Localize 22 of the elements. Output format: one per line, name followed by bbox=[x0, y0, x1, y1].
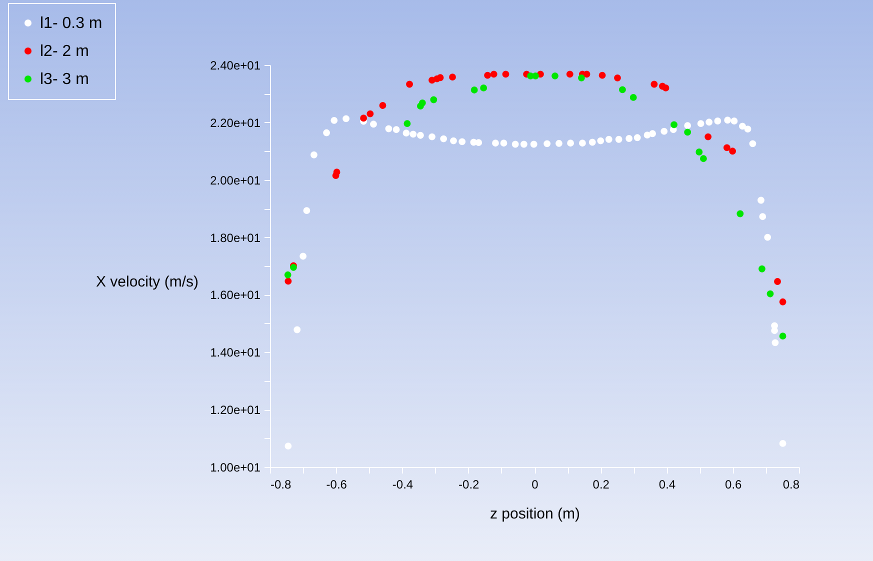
legend-label: l3- 3 m bbox=[40, 71, 89, 88]
y-tick-label: 1.80e+01 bbox=[210, 230, 261, 245]
y-tick-label: 1.40e+01 bbox=[210, 346, 261, 360]
x-tick-label: -0.8 bbox=[270, 478, 292, 492]
legend-label: l2- 2 m bbox=[40, 43, 89, 60]
x-tick-label: 0.8 bbox=[782, 478, 800, 492]
legend-label: l1- 0.3 m bbox=[40, 15, 102, 32]
y-tick-label: 2.00e+01 bbox=[210, 173, 261, 188]
y-tick-label: 1.20e+01 bbox=[210, 403, 261, 418]
y-tick-label: 2.40e+01 bbox=[210, 58, 261, 72]
x-tick-label: 0 bbox=[532, 478, 539, 492]
x-tick-label: 0.2 bbox=[592, 478, 610, 492]
y-tick-label: 1.00e+01 bbox=[210, 460, 261, 474]
x-tick-label: 0.6 bbox=[725, 478, 742, 492]
y-tick-label: 1.60e+01 bbox=[210, 288, 261, 302]
x-tick-label: -0.2 bbox=[458, 478, 480, 492]
x-tick-label: -0.4 bbox=[392, 478, 414, 492]
y-axis-title: X velocity (m/s) bbox=[96, 274, 198, 290]
x-tick-label: -0.6 bbox=[326, 478, 348, 492]
x-axis-title: z position (m) bbox=[490, 506, 580, 522]
y-tick-label: 2.20e+01 bbox=[210, 116, 261, 130]
x-tick-label: 0.4 bbox=[658, 478, 676, 492]
